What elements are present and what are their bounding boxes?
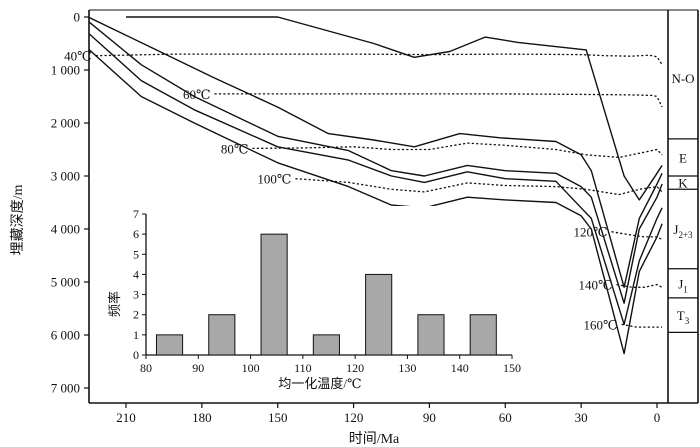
inset-x-tick-label: 120: [346, 361, 364, 375]
histogram-bar: [312, 334, 340, 356]
y-tick-label: 3 000: [51, 169, 80, 184]
isotherm-line: [95, 53, 663, 66]
inset-x-tick-label: 150: [503, 361, 521, 375]
burial-curves: [89, 16, 663, 355]
y-tick-label: 4 000: [51, 222, 80, 237]
histogram-bar: [469, 314, 497, 356]
x-tick-label: 30: [575, 410, 588, 425]
y-tick-label: 5 000: [51, 275, 80, 290]
strata-label: K: [678, 176, 688, 191]
burial-curve: [126, 16, 663, 201]
inset-x-tick-label: 80: [140, 361, 152, 375]
strata-label: J2+3: [673, 222, 693, 240]
y-tick-label: 1 000: [51, 63, 80, 78]
inset-y-axis-title: 频率: [107, 291, 122, 317]
histogram-bar: [365, 273, 393, 356]
x-tick-label: 180: [192, 410, 212, 425]
strata-label: E: [679, 150, 687, 165]
x-tick-label: 210: [116, 410, 136, 425]
burial-curve: [89, 21, 663, 304]
y-tick-label: 2 000: [51, 116, 80, 131]
isotherm-label: 80℃: [221, 141, 249, 156]
inset-y-tick-label: 4: [133, 267, 139, 281]
x-tick-label: 60: [499, 410, 512, 425]
inset-y-tick-label: 7: [133, 207, 139, 221]
y-tick-label: 0: [74, 10, 81, 25]
x-axis-title: 时间/Ma: [349, 431, 400, 447]
strata-subscript: 2+3: [678, 230, 693, 240]
burial-curve: [89, 48, 663, 355]
x-tick-label: 150: [268, 410, 288, 425]
y-tick-label: 7 000: [51, 381, 80, 396]
inset-background: [116, 206, 527, 393]
inset-y-tick-label: 2: [133, 308, 139, 322]
x-tick-label: 0: [654, 410, 661, 425]
histogram-bar: [208, 314, 236, 356]
isotherms: [95, 53, 663, 328]
x-tick-label: 90: [423, 410, 436, 425]
isotherm-label: 100℃: [257, 172, 291, 187]
inset-x-tick-label: 130: [398, 361, 416, 375]
histogram-bar: [417, 314, 445, 356]
isotherm-label: 60℃: [183, 87, 211, 102]
isotherm-label: 40℃: [64, 49, 92, 64]
x-tick-label: 120: [344, 410, 364, 425]
strata-label: T3: [677, 308, 690, 326]
isotherm-line: [611, 231, 663, 241]
inset-y-tick-label: 5: [133, 247, 139, 261]
inset-y-tick-label: 1: [133, 328, 139, 342]
strata-subscript: 1: [683, 284, 688, 294]
inset-histogram: 0 1 2 3 4 5 6 7 80 90 100 110 120 130 140 150: [116, 206, 527, 393]
isotherm-labels: 40℃ 60℃ 80℃ 100℃ 120℃ 140℃ 160℃: [64, 49, 617, 333]
inset-y-tick-label: 6: [133, 227, 139, 241]
isotherm-line: [214, 93, 663, 108]
strata-label: J1: [678, 276, 688, 294]
axis-titles: 时间/Ma 埋藏深度/m 均一化温度/℃ 频率: [10, 185, 400, 447]
isotherm-label: 160℃: [584, 317, 618, 332]
inset-x-tick-label: 100: [242, 361, 260, 375]
isotherm-line: [295, 178, 663, 196]
isotherm-label: 140℃: [578, 278, 612, 293]
strata-subscript: 3: [685, 316, 690, 326]
inset-x-tick-label: 90: [192, 361, 204, 375]
strata-label: N-O: [671, 71, 694, 86]
histogram-bar: [155, 334, 184, 356]
histogram-bar: [260, 233, 288, 356]
strata-column: N-O EK J2+3 J1 T3: [668, 71, 698, 333]
burial-curve: [89, 32, 663, 326]
isotherm-line: [621, 323, 663, 328]
inset-x-axis-title: 均一化温度/℃: [278, 376, 361, 391]
isotherm-line: [616, 283, 663, 288]
inset-y-tick-label: 3: [133, 288, 139, 302]
burial-curve: [89, 16, 663, 288]
isotherm-label: 120℃: [573, 225, 607, 240]
y-tick-label: 6 000: [51, 328, 80, 343]
inset-y-tick-label: 0: [133, 348, 139, 362]
inset-x-tick-label: 140: [451, 361, 469, 375]
y-axis-title: 埋藏深度/m: [10, 185, 26, 256]
isotherm-line: [252, 142, 663, 159]
inset-x-tick-label: 110: [294, 361, 312, 375]
